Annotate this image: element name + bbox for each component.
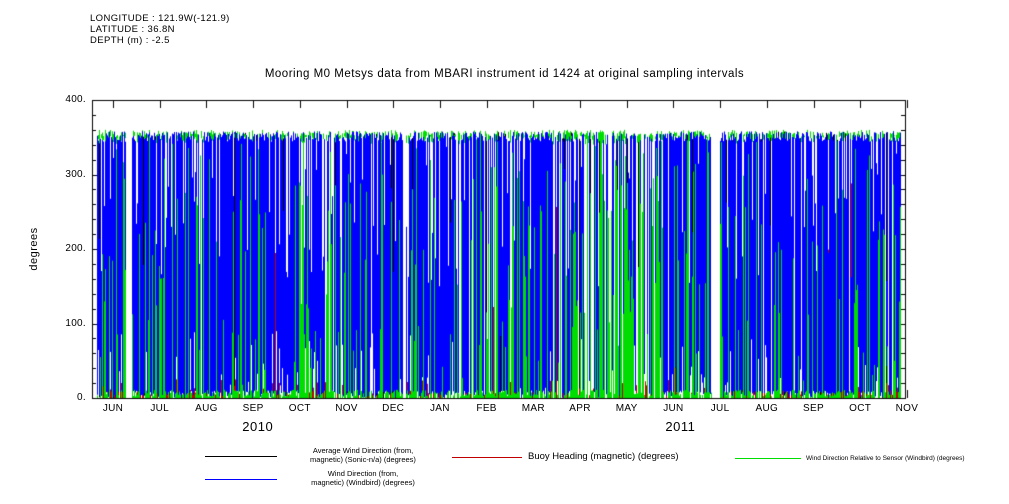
x-tick-label: AUG <box>195 403 218 414</box>
legend-line-buoy-heading <box>452 457 522 458</box>
x-tick-label: OCT <box>288 403 311 414</box>
x-tick-label: NOV <box>895 403 919 414</box>
y-tick-label: 0. <box>77 392 86 403</box>
legend-label: Buoy Heading (magnetic) (degrees) <box>528 451 679 462</box>
x-tick-label: AUG <box>755 403 779 414</box>
x-tick-label: OCT <box>849 403 872 414</box>
x-tick-label: MAR <box>521 403 545 414</box>
x-tick-label: SEP <box>803 403 824 414</box>
longitude-text: LONGITUDE : 121.9W(-121.9) <box>90 13 230 24</box>
x-tick-label: DEC <box>382 403 405 414</box>
y-axis-label: degrees <box>28 227 40 271</box>
x-tick-label: JUN <box>102 403 124 414</box>
x-tick-label: MAY <box>615 403 638 414</box>
y-tick-label: 100. <box>65 317 86 329</box>
latitude-text: LATITUDE : 36.8N <box>90 24 175 35</box>
x-tick-label: JAN <box>429 403 450 414</box>
y-tick-label: 300. <box>65 168 86 180</box>
legend-line-wind-direction <box>205 479 277 480</box>
x-tick-label: JUL <box>150 403 170 414</box>
legend-label: magnetic) (Windbird) (degrees) <box>311 478 415 487</box>
legend-label: magnetic) (Sonic-n/a) (degrees) <box>310 455 416 464</box>
year-label: 2010 <box>242 419 274 434</box>
chart-title: Mooring M0 Metsys data from MBARI instru… <box>264 68 745 80</box>
x-tick-label: JUN <box>663 403 684 414</box>
x-tick-label: APR <box>569 403 591 414</box>
x-tick-label: NOV <box>335 403 358 414</box>
legend-label: Wind Direction (from, <box>327 469 399 478</box>
legend-label: Average Wind Direction (from, <box>312 446 414 455</box>
depth-text: DEPTH (m) : -2.5 <box>90 35 170 46</box>
legend-label: Wind Direction Relative to Sensor (Windb… <box>806 454 965 462</box>
y-tick-label: 400. <box>65 94 86 105</box>
x-tick-label: FEB <box>476 403 497 414</box>
year-label: 2011 <box>665 419 696 434</box>
legend-line-average-wind-direction <box>205 456 277 457</box>
x-tick-label: SEP <box>242 403 264 414</box>
legend-line-wind-direction-relative <box>735 458 801 459</box>
location-header: LONGITUDE : 121.9W(-121.9) LATITUDE : 36… <box>90 13 230 46</box>
x-tick-label: JUL <box>710 403 730 414</box>
y-tick-label: 200. <box>65 243 86 254</box>
